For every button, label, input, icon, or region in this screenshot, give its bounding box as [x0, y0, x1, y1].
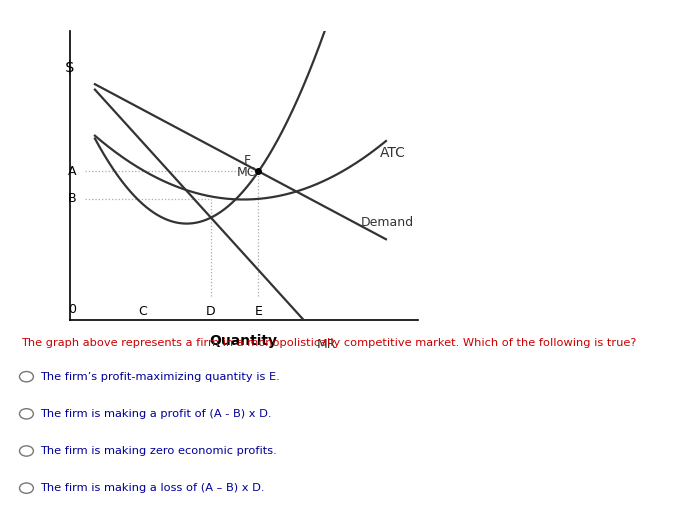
Text: Quantity: Quantity — [209, 334, 278, 348]
Text: The firm is making a profit of (A - B) x D.: The firm is making a profit of (A - B) x… — [40, 409, 272, 419]
Text: MR: MR — [317, 338, 336, 351]
Text: MC: MC — [237, 166, 257, 179]
Text: B: B — [68, 192, 76, 205]
Text: E: E — [255, 305, 262, 318]
Text: The firm is making a loss of (A – B) x D.: The firm is making a loss of (A – B) x D… — [40, 483, 265, 493]
Text: D: D — [206, 305, 216, 318]
Text: The firm is making zero economic profits.: The firm is making zero economic profits… — [40, 446, 277, 456]
Text: ATC: ATC — [379, 147, 406, 160]
Text: C: C — [138, 305, 147, 318]
Text: 0: 0 — [68, 303, 76, 316]
Text: F: F — [244, 154, 251, 167]
Text: The graph above represents a firm in a monopolistically competitive market. Whic: The graph above represents a firm in a m… — [21, 338, 636, 348]
Text: A: A — [68, 165, 76, 178]
Text: $: $ — [65, 60, 74, 75]
Text: The firm’s profit-maximizing quantity is E.: The firm’s profit-maximizing quantity is… — [40, 372, 280, 382]
Text: Demand: Demand — [361, 216, 414, 229]
